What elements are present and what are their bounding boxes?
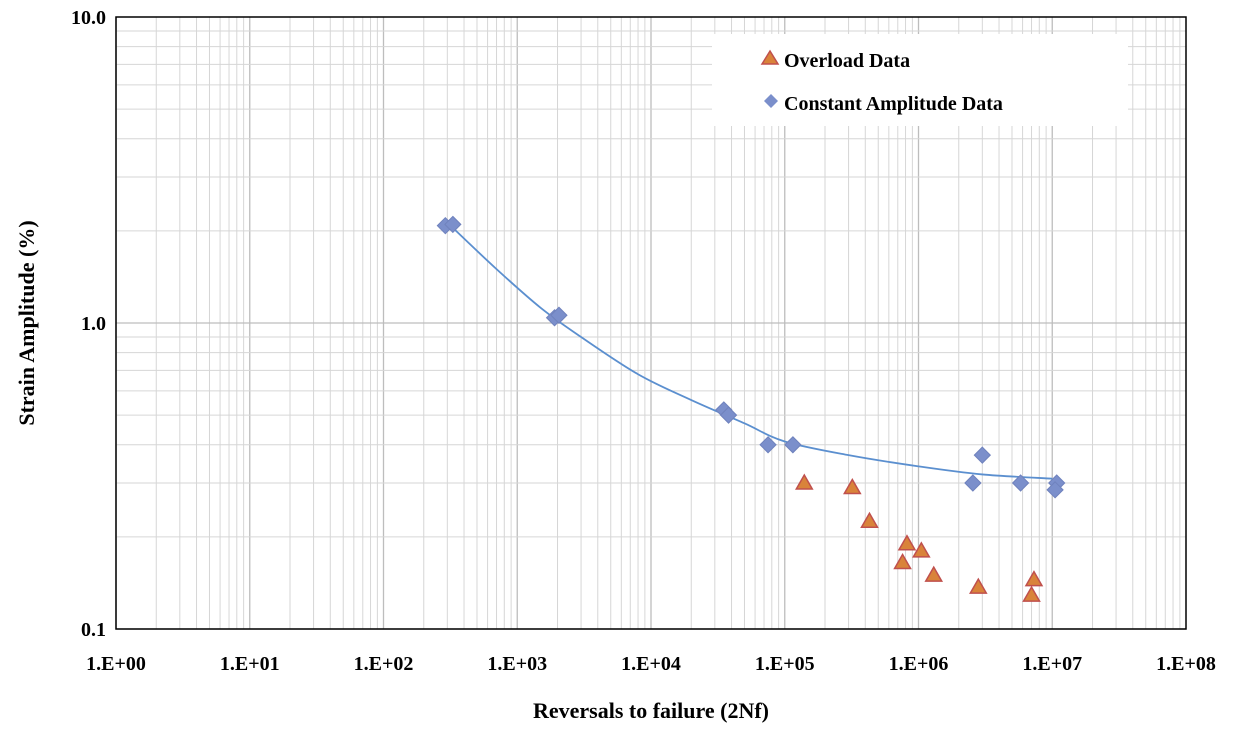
legend-label-overload: Overload Data (784, 50, 910, 72)
series-overload (795, 473, 1044, 602)
legend-box (712, 34, 1128, 126)
overload-point (795, 473, 814, 490)
y-tick-label: 0.1 (81, 619, 106, 641)
overload-point (912, 541, 931, 558)
overload-point (1022, 585, 1041, 602)
y-axis-ticks: 0.1 1.0 10.0 (71, 7, 106, 641)
y-axis-title: Strain Amplitude (%) (14, 220, 39, 425)
overload-point (969, 577, 988, 594)
constant-amplitude-point (784, 436, 802, 454)
x-tick-label: 1.E+00 (86, 653, 146, 675)
x-tick-label: 1.E+02 (354, 653, 414, 675)
legend: Overload Data Constant Amplitude Data (712, 34, 1128, 126)
x-tick-label: 1.E+03 (487, 653, 547, 675)
legend-label-constant: Constant Amplitude Data (784, 93, 1003, 115)
constant-amplitude-point (1011, 474, 1030, 492)
trendline-constant-amplitude (448, 223, 1053, 480)
legend-marker-constant (764, 94, 778, 108)
x-tick-label: 1.E+04 (621, 653, 681, 675)
overload-point (897, 534, 917, 551)
x-tick-label: 1.E+08 (1156, 653, 1216, 675)
constant-amplitude-point (973, 446, 992, 464)
constant-amplitude-point (444, 215, 462, 234)
plot-area (115, 16, 1187, 630)
constant-amplitude-point (759, 436, 777, 454)
overload-point (924, 565, 944, 582)
x-tick-label: 1.E+07 (1022, 653, 1082, 675)
x-axis-title: Reversals to failure (2Nf) (533, 698, 769, 723)
x-tick-label: 1.E+01 (220, 653, 280, 675)
x-axis-ticks: 1.E+00 1.E+01 1.E+02 1.E+03 1.E+04 1.E+05 1.E+… (86, 653, 1216, 675)
constant-amplitude-point (964, 474, 982, 492)
series-constant-amplitude (436, 215, 1066, 499)
legend-marker-overload (760, 49, 780, 65)
constant-amplitude-point (550, 306, 568, 324)
y-tick-label: 1.0 (81, 313, 106, 335)
x-tick-label: 1.E+05 (755, 653, 815, 675)
overload-point (893, 552, 912, 570)
constant-amplitude-point (1046, 481, 1064, 499)
constant-amplitude-point (719, 406, 738, 424)
overload-point (860, 511, 879, 528)
data-series (436, 215, 1066, 602)
overload-point (1024, 570, 1044, 587)
x-tick-label: 1.E+06 (889, 653, 949, 675)
y-tick-label: 10.0 (71, 7, 106, 29)
overload-point (843, 477, 862, 495)
